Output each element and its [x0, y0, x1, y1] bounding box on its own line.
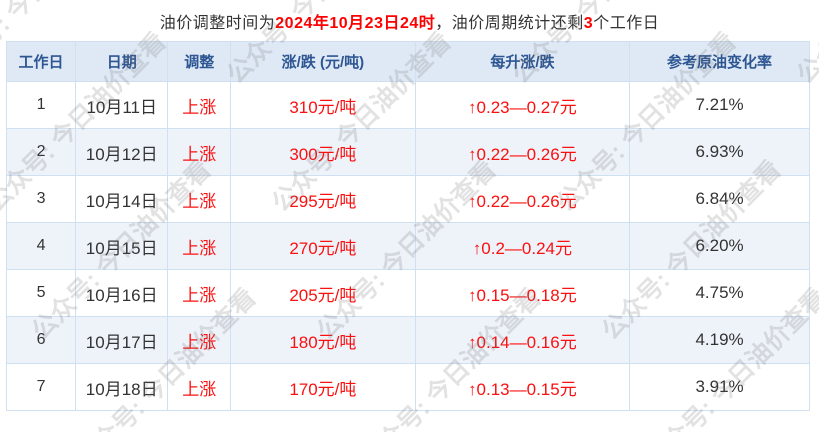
cell-rate: 6.84% — [629, 175, 810, 223]
cell-date: 10月17日 — [75, 316, 169, 364]
cell-change: 180元/吨 — [230, 316, 416, 364]
cell-day: 7 — [5, 363, 77, 411]
cell-adjust: 上涨 — [167, 222, 232, 270]
cell-date: 10月15日 — [75, 222, 169, 270]
oil-price-table: 工作日 日期 调整 涨/跌 (元/吨) 每升涨/跌 参考原油变化率 1 10月11… — [5, 41, 810, 411]
cell-per-liter: ↑0.22—0.26元 — [414, 175, 631, 223]
table-row: 5 10月16日 上涨 205元/吨 ↑0.15—0.18元 4.75% — [5, 269, 810, 317]
cell-per-liter: ↑0.15—0.18元 — [414, 269, 631, 317]
cell-day: 5 — [5, 269, 77, 317]
header-rate: 参考原油变化率 — [629, 41, 810, 82]
cell-date: 10月14日 — [75, 175, 169, 223]
cell-adjust: 上涨 — [167, 316, 232, 364]
cell-rate: 3.91% — [629, 363, 810, 411]
table-body: 1 10月11日 上涨 310元/吨 ↑0.23—0.27元 7.21% 2 10月12日 上涨… — [5, 81, 810, 411]
table-header: 工作日 日期 调整 涨/跌 (元/吨) 每升涨/跌 参考原油变化率 — [5, 41, 810, 82]
header-date: 日期 — [75, 41, 169, 82]
title-middle: ，油价周期统计还剩 — [435, 15, 584, 32]
table-row: 6 10月17日 上涨 180元/吨 ↑0.14—0.16元 4.19% — [5, 316, 810, 364]
cell-change: 170元/吨 — [230, 363, 416, 411]
header-adjust: 调整 — [167, 41, 232, 82]
header-change: 涨/跌 (元/吨) — [230, 41, 416, 82]
cell-rate: 4.75% — [629, 269, 810, 317]
cell-day: 4 — [5, 222, 77, 270]
cell-change: 295元/吨 — [230, 175, 416, 223]
cell-day: 2 — [5, 128, 77, 176]
cell-per-liter: ↑0.23—0.27元 — [414, 81, 631, 129]
cell-per-liter: ↑0.2—0.24元 — [414, 222, 631, 270]
cell-adjust: 上涨 — [167, 269, 232, 317]
table-row: 4 10月15日 上涨 270元/吨 ↑0.2—0.24元 6.20% — [5, 222, 810, 270]
cell-date: 10月16日 — [75, 269, 169, 317]
table-row: 2 10月12日 上涨 300元/吨 ↑0.22—0.26元 6.93% — [5, 128, 810, 176]
cell-per-liter: ↑0.13—0.15元 — [414, 363, 631, 411]
cell-day: 1 — [5, 81, 77, 129]
title-deadline: 2024年10月23日24时 — [275, 15, 436, 32]
cell-adjust: 上涨 — [167, 81, 232, 129]
cell-day: 3 — [5, 175, 77, 223]
cell-adjust: 上涨 — [167, 363, 232, 411]
cell-date: 10月12日 — [75, 128, 169, 176]
cell-day: 6 — [5, 316, 77, 364]
cell-change: 270元/吨 — [230, 222, 416, 270]
header-row: 工作日 日期 调整 涨/跌 (元/吨) 每升涨/跌 参考原油变化率 — [5, 41, 810, 82]
cell-adjust: 上涨 — [167, 128, 232, 176]
table-row: 7 10月18日 上涨 170元/吨 ↑0.13—0.15元 3.91% — [5, 363, 810, 411]
table-row: 3 10月14日 上涨 295元/吨 ↑0.22—0.26元 6.84% — [5, 175, 810, 223]
cell-adjust: 上涨 — [167, 175, 232, 223]
cell-change: 310元/吨 — [230, 81, 416, 129]
header-day: 工作日 — [5, 41, 77, 82]
title-days-left: 3 — [583, 15, 594, 32]
title-prefix: 油价调整时间为 — [159, 15, 276, 32]
header-per-liter: 每升涨/跌 — [414, 41, 631, 82]
title-suffix: 个工作日 — [593, 15, 660, 32]
cell-rate: 6.20% — [629, 222, 810, 270]
cell-change: 205元/吨 — [230, 269, 416, 317]
cell-rate: 7.21% — [629, 81, 810, 129]
cell-change: 300元/吨 — [230, 128, 416, 176]
page-title: 油价调整时间为2024年10月23日24时，油价周期统计还剩3个工作日 — [0, 0, 819, 34]
table-row: 1 10月11日 上涨 310元/吨 ↑0.23—0.27元 7.21% — [5, 81, 810, 129]
cell-per-liter: ↑0.22—0.26元 — [414, 128, 631, 176]
cell-per-liter: ↑0.14—0.16元 — [414, 316, 631, 364]
cell-date: 10月11日 — [75, 81, 169, 129]
cell-rate: 6.93% — [629, 128, 810, 176]
cell-date: 10月18日 — [75, 363, 169, 411]
cell-rate: 4.19% — [629, 316, 810, 364]
